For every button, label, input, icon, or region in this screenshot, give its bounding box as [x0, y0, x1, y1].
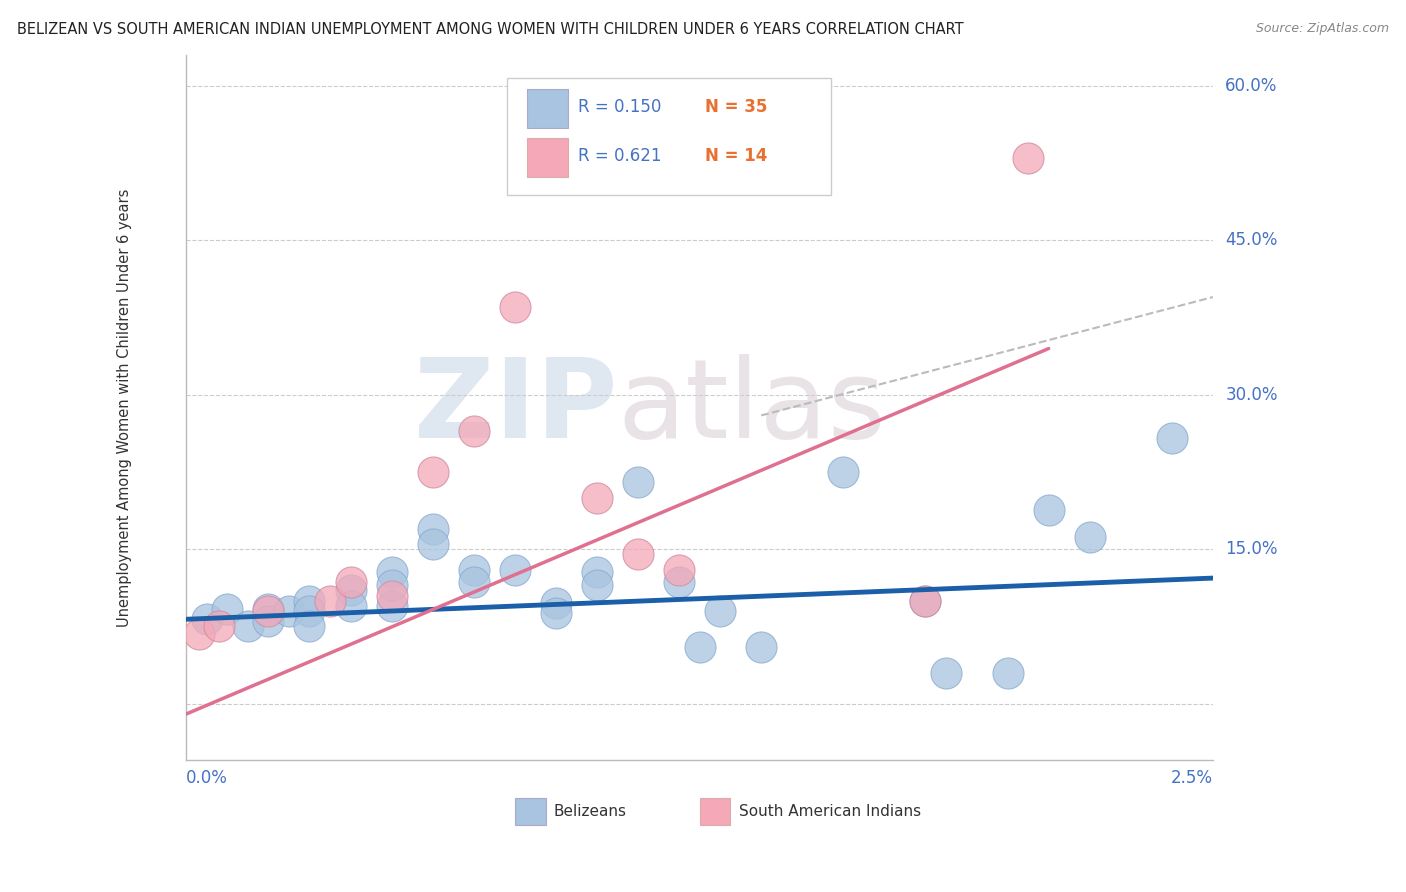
Point	[463, 575, 485, 590]
Text: 60.0%: 60.0%	[1225, 77, 1278, 95]
Point	[298, 619, 321, 633]
Point	[298, 604, 321, 618]
Point	[627, 548, 650, 562]
Text: N = 14: N = 14	[704, 147, 768, 165]
Point	[339, 599, 361, 613]
Point	[422, 522, 444, 536]
FancyBboxPatch shape	[506, 78, 831, 194]
Text: 30.0%: 30.0%	[1225, 386, 1278, 404]
Text: R = 0.621: R = 0.621	[578, 147, 662, 165]
Point	[1017, 151, 1039, 165]
Point	[217, 602, 239, 616]
Point	[503, 301, 526, 315]
Text: Belizeans: Belizeans	[554, 804, 627, 819]
Point	[381, 589, 404, 603]
Point	[236, 619, 259, 633]
Point	[709, 604, 731, 618]
Point	[339, 575, 361, 590]
Point	[422, 465, 444, 479]
Point	[914, 593, 936, 607]
Text: 0.0%: 0.0%	[187, 769, 228, 787]
Text: Source: ZipAtlas.com: Source: ZipAtlas.com	[1256, 22, 1389, 36]
Point	[668, 575, 690, 590]
Point	[257, 604, 280, 618]
Text: 45.0%: 45.0%	[1225, 231, 1278, 250]
Point	[935, 665, 957, 680]
Point	[544, 606, 567, 620]
Text: South American Indians: South American Indians	[738, 804, 921, 819]
Point	[668, 563, 690, 577]
FancyBboxPatch shape	[700, 798, 731, 825]
Point	[914, 593, 936, 607]
Point	[749, 640, 772, 654]
Text: atlas: atlas	[617, 354, 886, 461]
Point	[208, 619, 231, 633]
Point	[503, 563, 526, 577]
Text: 2.5%: 2.5%	[1171, 769, 1213, 787]
Point	[339, 583, 361, 598]
Point	[544, 596, 567, 610]
Point	[422, 537, 444, 551]
Text: R = 0.150: R = 0.150	[578, 97, 662, 116]
Point	[381, 565, 404, 579]
Point	[1160, 431, 1182, 445]
Point	[586, 578, 609, 592]
Point	[381, 599, 404, 613]
Point	[187, 626, 209, 640]
FancyBboxPatch shape	[515, 798, 546, 825]
FancyBboxPatch shape	[527, 138, 568, 178]
Point	[195, 612, 218, 626]
Text: 15.0%: 15.0%	[1225, 541, 1278, 558]
Point	[463, 424, 485, 438]
Point	[586, 565, 609, 579]
Point	[463, 563, 485, 577]
Text: N = 35: N = 35	[704, 97, 768, 116]
Point	[381, 578, 404, 592]
Text: ZIP: ZIP	[415, 354, 617, 461]
Point	[689, 640, 711, 654]
Point	[257, 602, 280, 616]
Text: BELIZEAN VS SOUTH AMERICAN INDIAN UNEMPLOYMENT AMONG WOMEN WITH CHILDREN UNDER 6: BELIZEAN VS SOUTH AMERICAN INDIAN UNEMPL…	[17, 22, 963, 37]
Point	[832, 465, 855, 479]
Text: Unemployment Among Women with Children Under 6 years: Unemployment Among Women with Children U…	[117, 188, 132, 627]
Point	[586, 491, 609, 505]
Point	[257, 615, 280, 629]
Point	[319, 593, 342, 607]
Point	[1038, 503, 1060, 517]
Point	[627, 475, 650, 490]
Point	[298, 593, 321, 607]
FancyBboxPatch shape	[527, 89, 568, 128]
Point	[278, 604, 301, 618]
Point	[1078, 530, 1101, 544]
Point	[997, 665, 1019, 680]
